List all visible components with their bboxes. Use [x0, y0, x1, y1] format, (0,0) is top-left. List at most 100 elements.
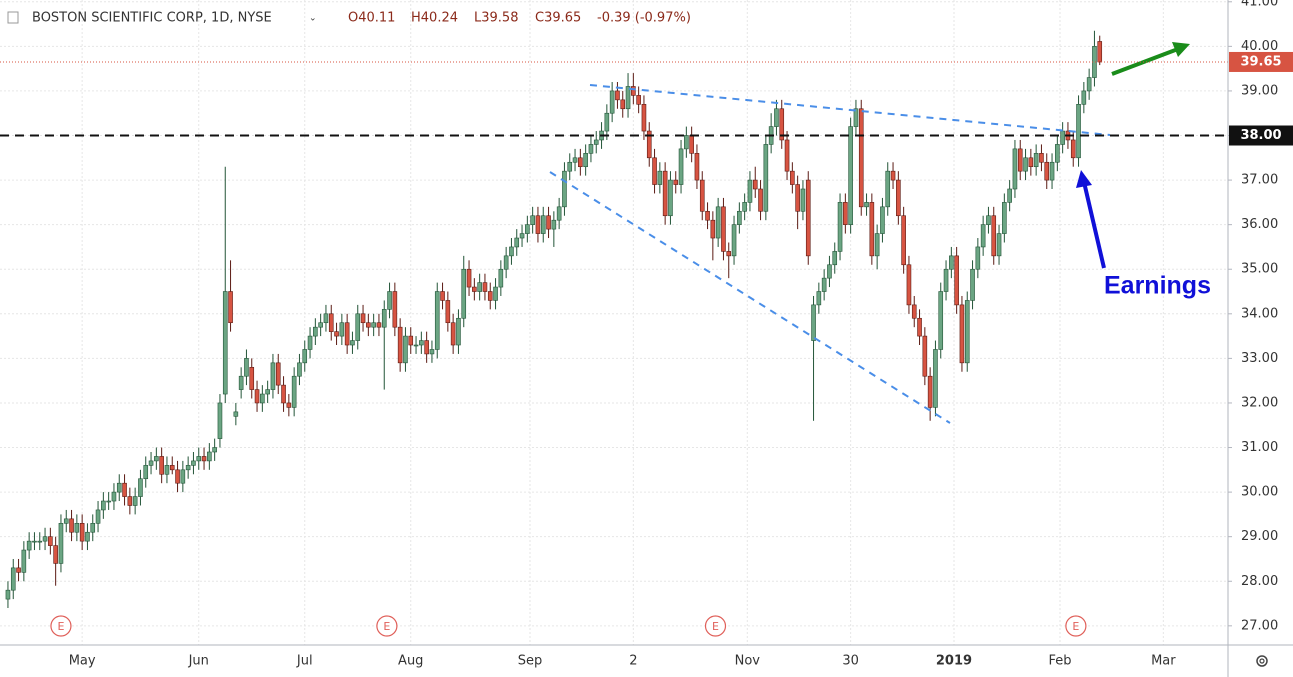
candle-body	[858, 108, 864, 208]
y-tick-label: 40.00	[1241, 39, 1278, 54]
candle-body	[911, 304, 917, 319]
candle-body	[684, 135, 689, 150]
candle-body	[217, 402, 223, 439]
candle-body	[885, 170, 891, 208]
candle-body	[890, 170, 896, 181]
candle-body	[355, 313, 361, 341]
y-tick-label: 41.00	[1241, 0, 1278, 9]
candle-body	[127, 496, 133, 506]
candle-body	[154, 456, 159, 462]
candle-body	[297, 362, 302, 377]
candle-body	[975, 246, 981, 270]
candle-body	[101, 500, 106, 511]
candle-body	[731, 224, 737, 257]
candle-body	[922, 335, 928, 377]
candle-body	[302, 349, 308, 364]
candle-body	[360, 313, 366, 324]
candle-body	[148, 460, 154, 466]
dropdown[interactable]: ⌄	[309, 14, 317, 24]
candle-body	[138, 478, 143, 497]
candle-body	[328, 313, 334, 332]
candle-body	[307, 335, 313, 350]
event-label: E	[383, 620, 390, 633]
candle-body	[540, 215, 546, 234]
candle-body	[763, 144, 769, 212]
candle-body	[1070, 139, 1076, 159]
candle-body	[498, 268, 504, 288]
candle-body	[450, 322, 456, 346]
candle-body	[371, 322, 376, 328]
candle-body	[774, 108, 779, 127]
settings-icon[interactable]	[1256, 655, 1268, 667]
candle-body	[1049, 161, 1055, 181]
candle-body	[5, 589, 11, 600]
candle-body	[959, 304, 965, 364]
x-tick-label: 2	[629, 654, 637, 669]
candle-body	[1097, 41, 1103, 63]
trend-arrowhead	[1172, 42, 1190, 57]
candle-body	[1039, 153, 1044, 163]
candle-body	[705, 210, 710, 221]
candle-body	[848, 126, 853, 225]
event-label: E	[712, 620, 719, 633]
y-tick-label: 33.00	[1241, 351, 1278, 366]
candle-body	[514, 237, 520, 248]
candle-body	[169, 465, 175, 471]
candle-body	[721, 206, 726, 252]
candles	[5, 30, 1103, 609]
candle-body	[196, 456, 202, 462]
candle-body	[424, 340, 429, 355]
ohlc-open: O40.11	[348, 11, 395, 26]
candle-body	[816, 291, 822, 306]
overlay: Earnings E E E E	[0, 42, 1228, 637]
candle-body	[323, 313, 329, 324]
candle-body	[175, 469, 180, 484]
candle-body	[238, 375, 244, 390]
level-label: 38.00	[1240, 128, 1281, 143]
candle-body	[207, 451, 212, 462]
candle-body	[901, 215, 906, 266]
ohlc-close: C39.65	[535, 11, 581, 26]
candle-body	[212, 447, 217, 453]
candle-body	[583, 153, 588, 168]
event-marker	[1065, 615, 1087, 637]
candle-body	[578, 157, 583, 168]
candle-body	[85, 531, 90, 542]
candle-body	[429, 349, 435, 355]
candle-body	[609, 90, 615, 114]
annotation: Earnings	[1104, 272, 1211, 300]
candle-body	[1055, 144, 1060, 163]
candle-body	[111, 491, 117, 502]
candle-body	[800, 188, 806, 212]
level-tag	[1229, 125, 1293, 146]
y-tick-label: 37.00	[1241, 173, 1278, 188]
candle-body	[21, 549, 27, 573]
candle-body	[376, 322, 382, 328]
candle-body	[896, 179, 901, 217]
candle-body	[472, 286, 477, 292]
candle-body	[10, 567, 16, 591]
candle-body	[737, 210, 742, 225]
candle-body	[562, 170, 567, 208]
x-tick-label: Feb	[1048, 654, 1071, 669]
candle-body	[260, 393, 265, 404]
candle-body	[535, 215, 541, 234]
x-tick-label: Nov	[735, 654, 761, 669]
candle-body	[1076, 104, 1081, 159]
gear[interactable]	[1256, 655, 1268, 667]
y-tick-label: 32.00	[1241, 395, 1278, 410]
candle-body	[927, 375, 933, 408]
candle-body	[673, 179, 679, 185]
candle-body	[79, 523, 85, 542]
gear-hub[interactable]	[1259, 658, 1265, 664]
candle-body	[159, 456, 164, 475]
candle-body	[254, 389, 260, 404]
candle-body	[880, 206, 885, 234]
candle-body	[509, 246, 514, 257]
lower-trendline	[549, 171, 951, 424]
candle-body	[551, 219, 557, 230]
event-marker	[704, 615, 727, 637]
